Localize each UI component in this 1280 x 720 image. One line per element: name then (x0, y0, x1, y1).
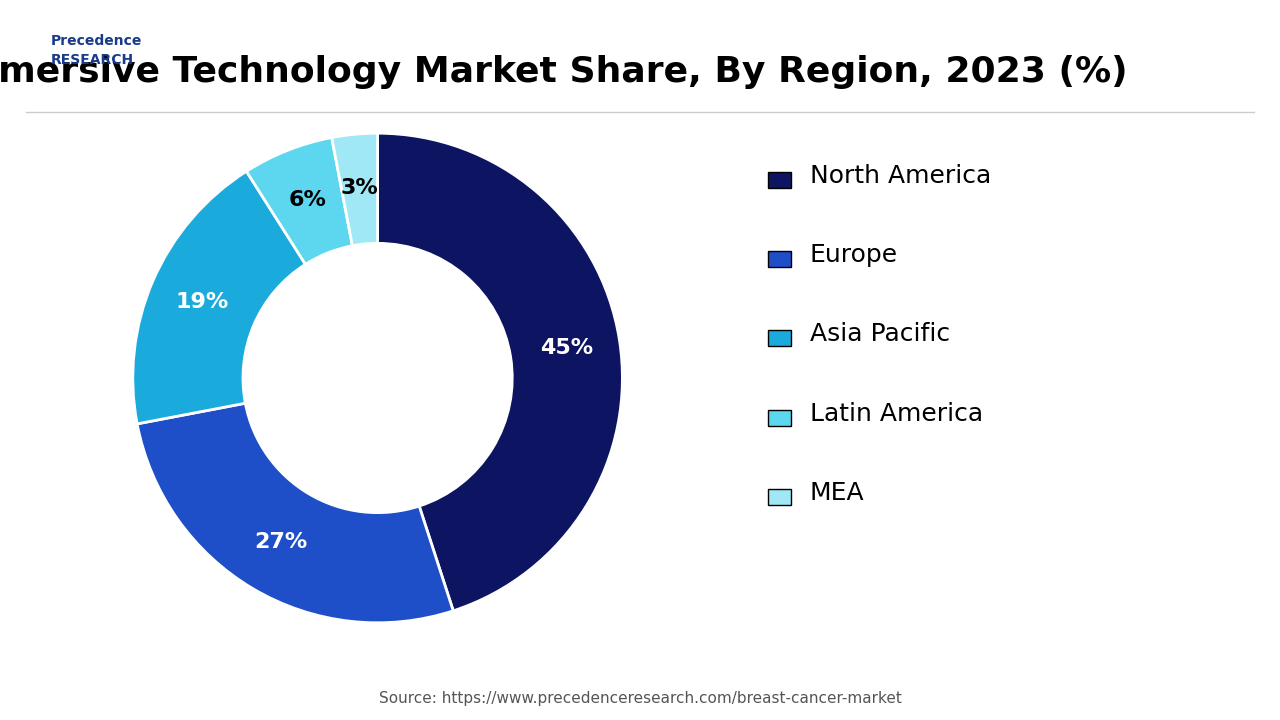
Wedge shape (247, 138, 352, 264)
Text: Asia Pacific: Asia Pacific (810, 323, 950, 346)
Wedge shape (133, 171, 306, 424)
Text: Precedence
RESEARCH: Precedence RESEARCH (51, 34, 142, 67)
Wedge shape (137, 403, 453, 623)
Text: Source: https://www.precedenceresearch.com/breast-cancer-market: Source: https://www.precedenceresearch.c… (379, 691, 901, 706)
Text: Immersive Technology Market Share, By Region, 2023 (%): Immersive Technology Market Share, By Re… (0, 55, 1128, 89)
Text: 45%: 45% (540, 338, 593, 358)
Text: 19%: 19% (175, 292, 229, 312)
Text: North America: North America (810, 164, 991, 188)
Text: 6%: 6% (288, 191, 326, 210)
Text: 27%: 27% (253, 532, 307, 552)
Text: Latin America: Latin America (810, 402, 983, 426)
Wedge shape (332, 133, 378, 246)
Text: MEA: MEA (810, 481, 864, 505)
Text: Europe: Europe (810, 243, 897, 267)
Text: 3%: 3% (340, 178, 379, 198)
Wedge shape (378, 133, 622, 611)
